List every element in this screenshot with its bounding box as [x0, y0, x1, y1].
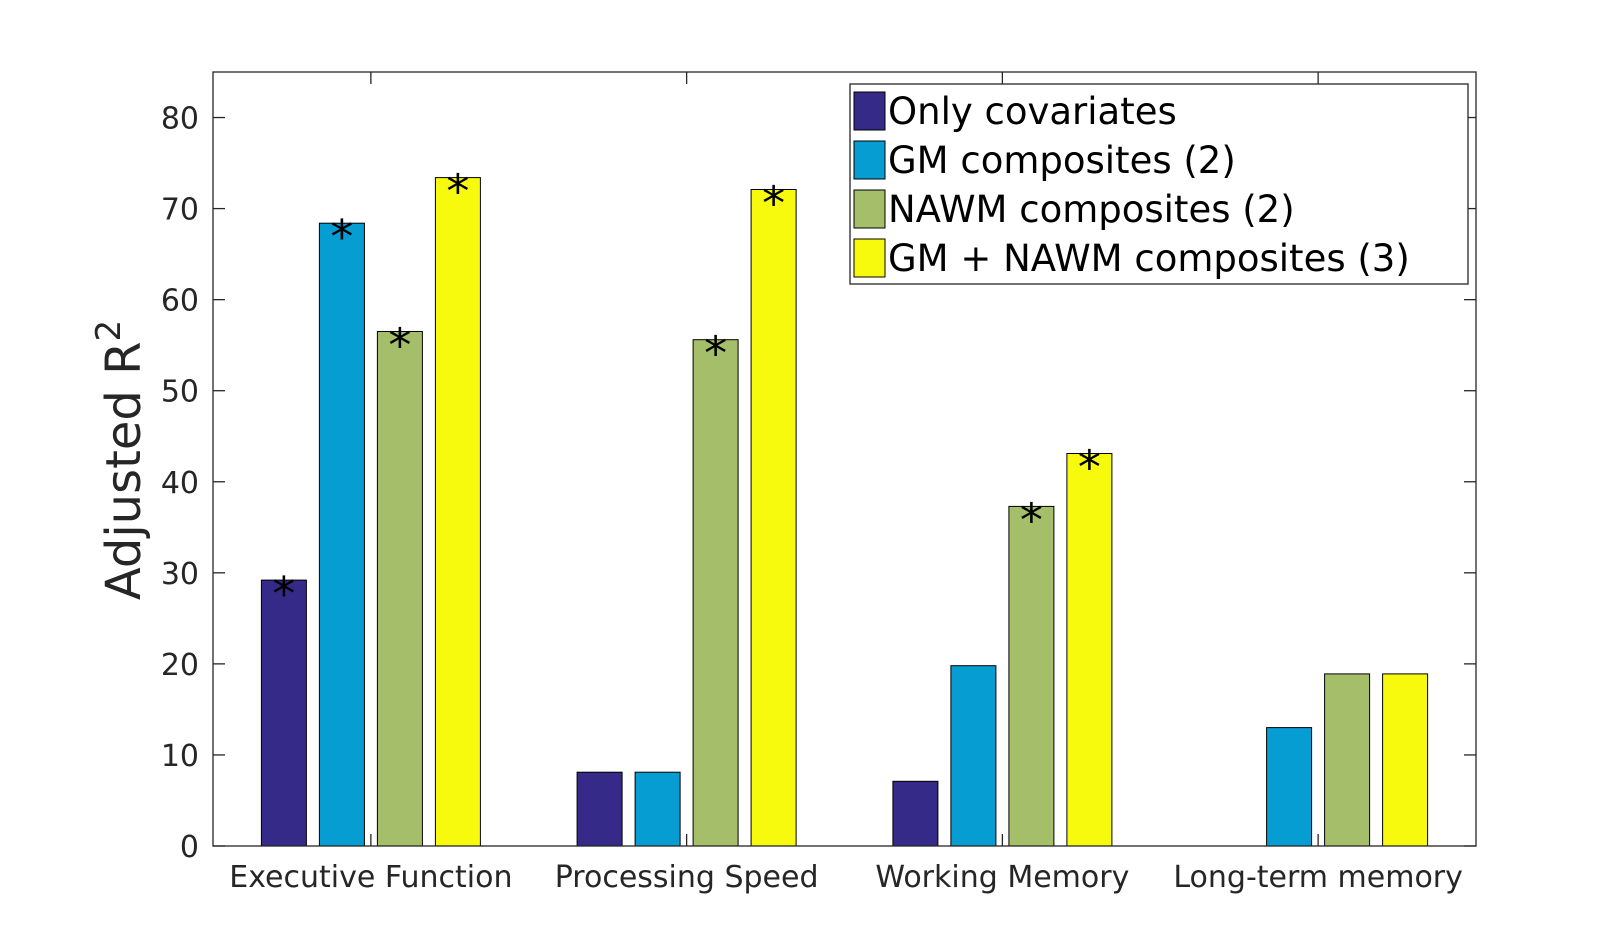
significance-marker: *: [762, 177, 785, 231]
bar: [950, 665, 997, 847]
significance-marker: *: [272, 567, 295, 621]
bar: [692, 339, 739, 847]
bar: [750, 189, 797, 847]
significance-marker: *: [1020, 493, 1043, 547]
y-tick-label: 0: [180, 830, 199, 865]
legend-label: Only covariates: [888, 90, 1177, 133]
y-tick-label: 10: [161, 739, 199, 774]
y-axis-title: Adjusted R2: [89, 320, 152, 600]
x-tick-label: Working Memory: [875, 860, 1129, 895]
significance-layer: * * * * * * * *: [272, 165, 1101, 621]
bar: [1066, 453, 1113, 847]
x-tick-labels: Executive Function Processing Speed Workin…: [229, 860, 1463, 895]
significance-marker: *: [446, 165, 469, 219]
legend-label: GM + NAWM composites (3): [888, 237, 1410, 280]
significance-marker: *: [388, 319, 411, 373]
y-axis-title-text: Adjusted R: [96, 341, 152, 600]
bar: [1382, 673, 1429, 847]
y-tick-label: 60: [161, 284, 199, 319]
y-tick-labels: 0 10 20 30 40 50 60 70 80: [161, 102, 199, 865]
x-tick-label: Executive Function: [229, 860, 512, 895]
bar: [1324, 673, 1371, 847]
bar: [318, 222, 365, 847]
legend-swatch: [853, 140, 886, 180]
y-tick-label: 30: [161, 557, 199, 592]
y-tick-label: 50: [161, 375, 199, 410]
bar: [892, 780, 939, 847]
legend-swatch: [853, 238, 886, 278]
legend-swatch: [853, 189, 886, 229]
bar: [260, 579, 307, 847]
significance-marker: *: [704, 327, 727, 381]
legend-swatch: [853, 91, 886, 131]
plot-frame: [212, 71, 1477, 847]
bars-layer: [260, 177, 1429, 847]
significance-marker: *: [1078, 441, 1101, 495]
legend-label: GM composites (2): [888, 139, 1236, 182]
ticks-layer: [213, 72, 1476, 847]
bar: [376, 331, 423, 847]
legend: Only covariates GM composites (2) NAWM com…: [849, 83, 1469, 285]
bar: [434, 177, 481, 847]
bar: [634, 771, 681, 847]
legend-label: NAWM composites (2): [888, 188, 1295, 231]
y-tick-label: 80: [161, 102, 199, 137]
legend-box: [849, 83, 1469, 285]
bar: [576, 771, 623, 847]
y-tick-label: 20: [161, 648, 199, 683]
x-tick-label: Processing Speed: [555, 860, 819, 895]
bar: [1008, 505, 1055, 847]
y-axis-title-superscript: 2: [89, 320, 129, 342]
x-tick-label: Long-term memory: [1173, 860, 1463, 895]
significance-marker: *: [330, 210, 353, 264]
y-tick-label: 40: [161, 466, 199, 501]
y-tick-label: 70: [161, 193, 199, 228]
bar: [1266, 727, 1313, 847]
